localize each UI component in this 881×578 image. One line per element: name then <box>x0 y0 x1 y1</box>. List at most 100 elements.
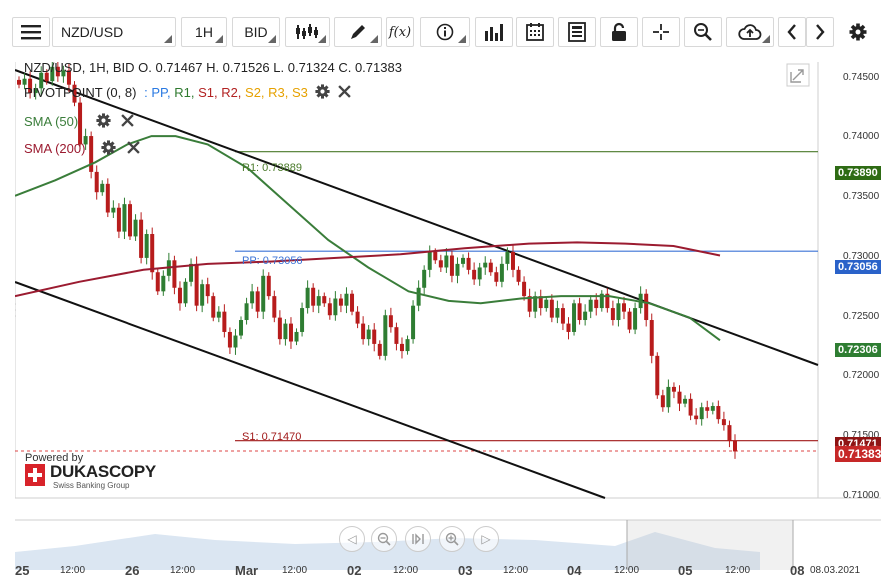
candle[interactable] <box>289 324 293 342</box>
candle[interactable] <box>195 264 199 306</box>
candle[interactable] <box>322 296 326 303</box>
candle[interactable] <box>372 330 376 344</box>
candle[interactable] <box>517 270 521 282</box>
candle[interactable] <box>455 264 459 276</box>
candle[interactable] <box>161 276 165 292</box>
candle[interactable] <box>317 296 321 306</box>
candle[interactable] <box>256 291 260 311</box>
candle[interactable] <box>666 387 670 407</box>
candle[interactable] <box>200 284 204 306</box>
draw-icon[interactable] <box>334 17 382 47</box>
candle[interactable] <box>428 252 432 270</box>
pivot-close-icon[interactable] <box>338 85 351 98</box>
candle[interactable] <box>394 327 398 344</box>
candle[interactable] <box>511 252 515 270</box>
candle[interactable] <box>400 344 404 351</box>
timeframe-selector[interactable]: 1H <box>181 17 227 47</box>
candle[interactable] <box>689 399 693 416</box>
candle[interactable] <box>100 184 104 192</box>
candle[interactable] <box>572 303 576 332</box>
candle[interactable] <box>106 184 110 213</box>
candle[interactable] <box>522 282 526 296</box>
candle[interactable] <box>661 395 665 407</box>
sma200-settings-icon[interactable] <box>101 140 116 155</box>
candle[interactable] <box>655 356 659 395</box>
candle[interactable] <box>300 308 304 332</box>
candle[interactable] <box>650 320 654 356</box>
zoom-in-icon[interactable] <box>439 526 465 552</box>
candle[interactable] <box>433 252 437 260</box>
candle[interactable] <box>461 258 465 264</box>
candle[interactable] <box>267 276 271 296</box>
candle[interactable] <box>344 294 348 306</box>
candle[interactable] <box>328 303 332 315</box>
menu-icon[interactable] <box>12 17 50 47</box>
candle[interactable] <box>383 315 387 356</box>
candle[interactable] <box>716 406 720 419</box>
candle[interactable] <box>111 208 115 213</box>
candle[interactable] <box>733 441 737 452</box>
candle[interactable] <box>566 324 570 332</box>
candle[interactable] <box>677 392 681 404</box>
pivot-settings-icon[interactable] <box>315 84 330 99</box>
candle[interactable] <box>422 270 426 288</box>
candle[interactable] <box>616 303 620 320</box>
candle[interactable] <box>239 320 243 336</box>
zoom-icon[interactable] <box>684 17 722 47</box>
candle[interactable] <box>156 272 160 291</box>
candle[interactable] <box>178 288 182 304</box>
candle[interactable] <box>361 324 365 340</box>
candle[interactable] <box>555 308 559 318</box>
candle[interactable] <box>683 399 687 404</box>
candle[interactable] <box>272 296 276 318</box>
gear-icon[interactable] <box>842 17 874 47</box>
candle[interactable] <box>389 315 393 327</box>
candle[interactable] <box>250 291 254 303</box>
candle[interactable] <box>306 288 310 308</box>
candle[interactable] <box>622 303 626 311</box>
candle[interactable] <box>311 288 315 306</box>
candle[interactable] <box>233 336 237 348</box>
scroll-right-icon[interactable]: ▷ <box>473 526 499 552</box>
candle[interactable] <box>727 425 731 441</box>
candle[interactable] <box>406 339 410 351</box>
candle[interactable] <box>217 312 221 318</box>
price-type-selector[interactable]: BID <box>232 17 280 47</box>
candle[interactable] <box>411 306 415 339</box>
candle[interactable] <box>489 263 493 273</box>
candle[interactable] <box>211 296 215 318</box>
candle[interactable] <box>17 80 21 85</box>
reset-view-icon[interactable] <box>405 526 431 552</box>
crosshair-icon[interactable] <box>642 17 680 47</box>
indicators-icon[interactable] <box>475 17 513 47</box>
candle[interactable] <box>184 282 188 304</box>
candle[interactable] <box>578 303 582 320</box>
candle[interactable] <box>722 419 726 425</box>
candle[interactable] <box>594 300 598 308</box>
symbol-selector[interactable]: NZD/USD <box>52 17 176 47</box>
candle[interactable] <box>417 288 421 306</box>
candle[interactable] <box>450 256 454 276</box>
scroll-left-icon[interactable]: ◁ <box>339 526 365 552</box>
candle[interactable] <box>494 272 498 282</box>
candle[interactable] <box>261 276 265 312</box>
table-icon[interactable] <box>558 17 596 47</box>
candle[interactable] <box>122 204 126 231</box>
candle[interactable] <box>628 312 632 330</box>
cloud-upload-icon[interactable] <box>726 17 774 47</box>
chevron-left-icon[interactable] <box>778 17 806 47</box>
candle[interactable] <box>139 220 143 258</box>
chevron-right-icon[interactable] <box>806 17 834 47</box>
lock-icon[interactable] <box>600 17 638 47</box>
candle[interactable] <box>245 303 249 320</box>
calendar-icon[interactable] <box>516 17 554 47</box>
candle[interactable] <box>295 332 299 342</box>
candle[interactable] <box>583 312 587 320</box>
candle[interactable] <box>145 234 149 258</box>
candle[interactable] <box>644 294 648 320</box>
candle[interactable] <box>478 267 482 279</box>
candle[interactable] <box>544 300 548 308</box>
candle[interactable] <box>222 312 226 332</box>
candle[interactable] <box>700 407 704 419</box>
sma200-close-icon[interactable] <box>127 141 140 154</box>
